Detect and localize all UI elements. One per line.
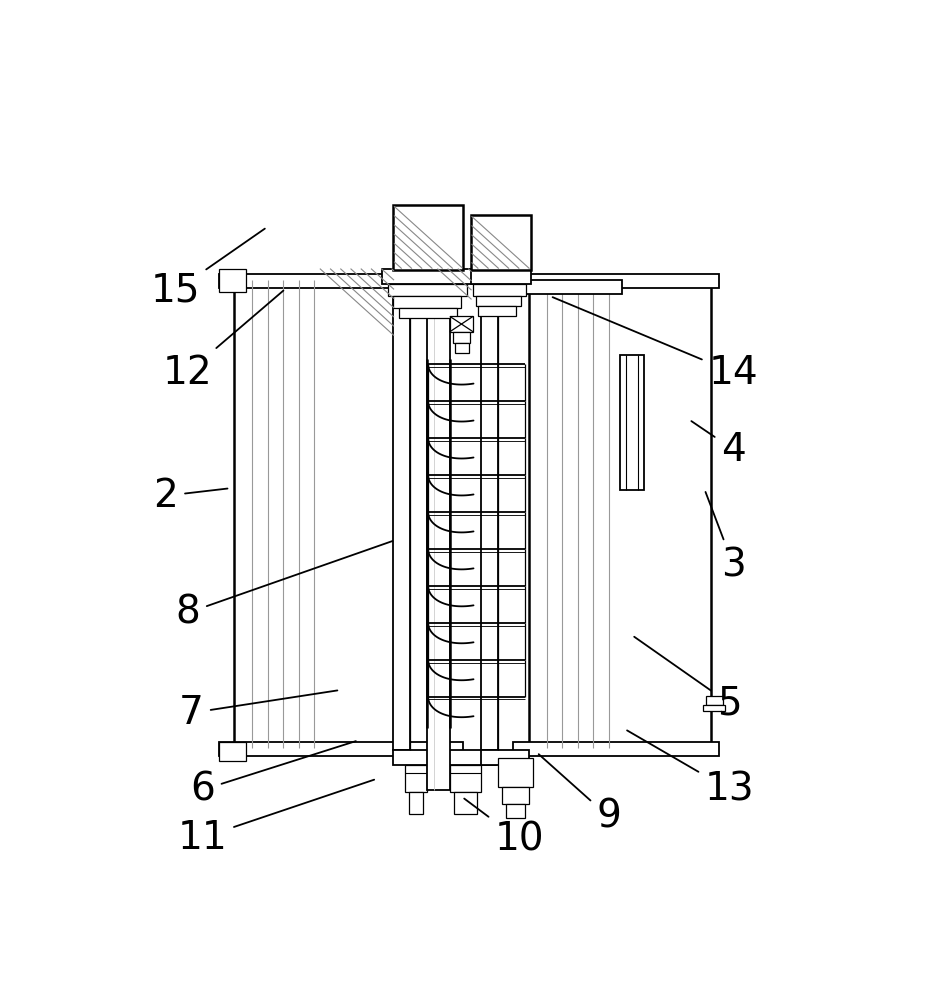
Text: 8: 8 [176,541,392,632]
Bar [453,792,477,814]
Bar [470,269,531,284]
Bar [430,235,447,790]
Text: 6: 6 [190,741,356,809]
Bar [219,274,463,288]
Bar [497,758,532,787]
Bar [513,280,621,294]
Text: 7: 7 [178,690,337,732]
Bar [393,750,496,765]
Text: 15: 15 [150,229,264,310]
Text: 9: 9 [538,754,620,836]
Bar [393,205,463,270]
Text: 12: 12 [162,291,283,392]
Bar [702,705,724,711]
Text: 5: 5 [633,637,741,723]
Bar [705,696,722,705]
Bar [473,284,525,296]
Bar [449,316,473,332]
Bar [409,792,422,814]
Bar [480,750,529,765]
Bar [426,235,449,790]
Bar [393,296,461,308]
Bar [381,269,473,284]
Bar [470,215,531,270]
Text: 4: 4 [691,421,745,469]
Bar [505,804,525,818]
Bar [480,280,497,750]
Text: 3: 3 [705,492,745,584]
Bar [501,787,529,804]
Bar [398,308,456,318]
Bar [393,280,410,750]
Bar [219,742,463,756]
Bar [219,742,245,761]
Bar [455,343,469,353]
Text: 10: 10 [464,799,544,859]
Bar [529,280,710,748]
Text: 2: 2 [153,477,228,515]
Bar [449,765,480,792]
Bar [452,332,469,343]
Bar [619,355,643,490]
Bar [234,280,447,748]
Bar [387,284,466,296]
Text: 14: 14 [552,297,757,392]
Bar [513,274,718,288]
Text: 13: 13 [627,730,753,809]
Bar [478,306,515,316]
Bar [476,296,520,306]
Bar [219,269,245,292]
Bar [513,742,718,756]
Bar [404,765,426,792]
Text: 11: 11 [177,780,374,857]
